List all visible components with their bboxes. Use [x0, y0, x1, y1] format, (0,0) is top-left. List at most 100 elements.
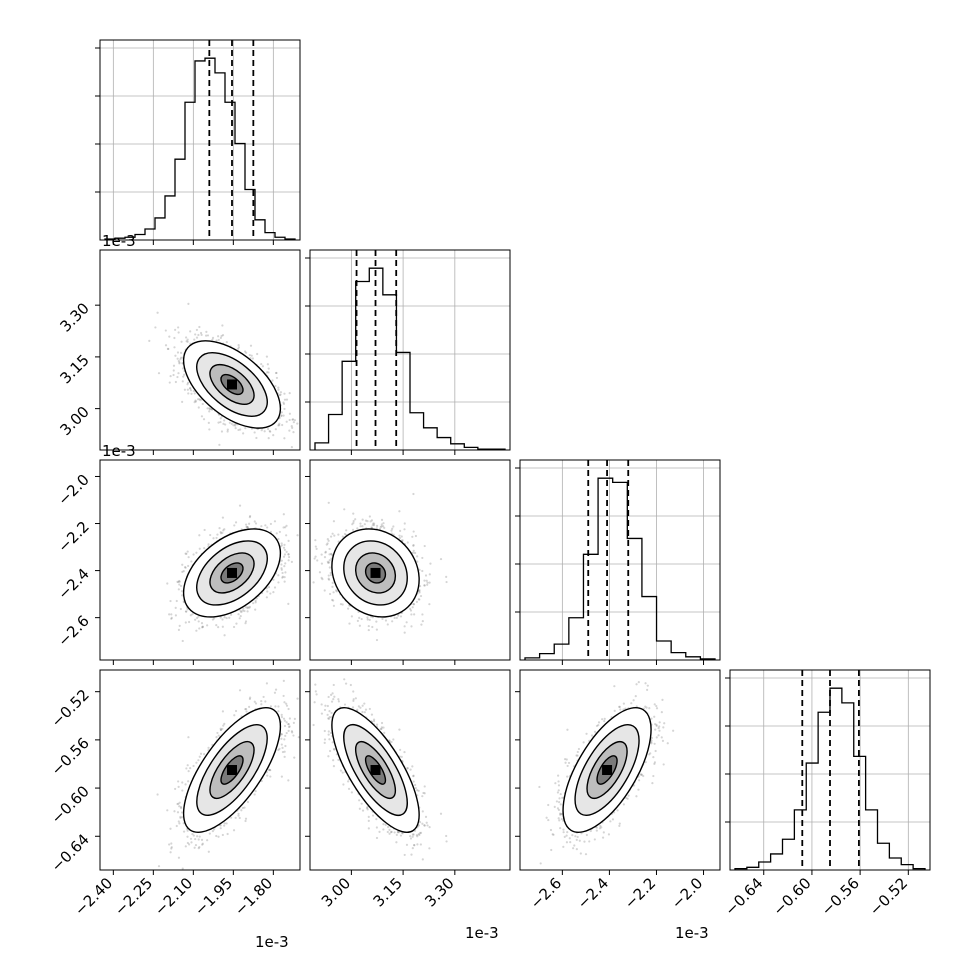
scatter-point [280, 450, 282, 452]
scatter-point [292, 421, 295, 424]
scatter-point [176, 357, 179, 360]
scatter-point [230, 422, 233, 425]
scatter-point [185, 552, 188, 555]
scatter-point [277, 537, 280, 541]
scatter-point [252, 602, 255, 605]
scatter-point [187, 556, 190, 559]
scatter-point [196, 616, 199, 620]
scatter-point [278, 422, 281, 425]
scatter-point [179, 584, 183, 588]
scatter-point [269, 430, 272, 433]
scatter-point [170, 617, 173, 620]
scatter-point [288, 412, 291, 415]
density-peak [227, 567, 237, 578]
scatter-point [195, 551, 198, 554]
scatter-point [184, 336, 188, 339]
scatter-point [237, 343, 240, 347]
scatter-point [211, 618, 214, 621]
scatter-point [197, 333, 200, 337]
scatter-point [285, 534, 288, 537]
scatter-point [218, 443, 221, 446]
scatter-point [265, 596, 268, 599]
scatter-point [177, 331, 180, 334]
scatter-point [280, 544, 284, 547]
scatter-point [301, 574, 303, 576]
scatter-point [184, 566, 187, 569]
scatter-point [300, 405, 302, 407]
scatter-point [176, 351, 180, 354]
scatter-point [219, 532, 223, 535]
scatter-point [296, 422, 299, 425]
scatter-point [400, 535, 403, 538]
scatter-point [211, 338, 214, 341]
scatter-point [267, 367, 270, 370]
scatter-point [194, 400, 198, 403]
scatter-point [201, 625, 204, 628]
scatter-point [192, 389, 195, 393]
scatter-point [220, 430, 224, 433]
scatter-points [312, 492, 448, 642]
scatter-point [205, 330, 208, 334]
scatter-point [284, 571, 287, 574]
scatter-point [208, 408, 211, 411]
scatter-point [215, 624, 218, 627]
scatter-point [292, 431, 295, 434]
scatter-point [233, 524, 236, 527]
scatter-point [238, 504, 242, 507]
scatter-point [226, 430, 229, 433]
scatter-point [268, 429, 271, 433]
scatter-point [296, 534, 299, 537]
scatter-point [223, 616, 226, 619]
scatter-point [178, 624, 181, 627]
scatter-point [245, 351, 248, 354]
scatter-point [250, 354, 253, 357]
scatter-point [314, 545, 317, 548]
scatter-point [287, 553, 290, 556]
scatter-point [281, 575, 285, 578]
scatter-point [242, 432, 245, 435]
scatter-point [244, 427, 247, 430]
scatter-point [288, 418, 291, 422]
scatter-point [174, 354, 177, 357]
scatter-point [195, 328, 199, 332]
scatter-point [282, 401, 285, 404]
scatter-point [260, 429, 263, 432]
scatter-point [283, 407, 286, 411]
scatter-point [275, 532, 278, 535]
scatter-point [368, 515, 371, 518]
scatter-point [423, 544, 426, 548]
scatter-point [288, 555, 291, 559]
scatter-point [193, 338, 196, 341]
scatter-point [220, 334, 223, 338]
scatter-point [254, 601, 257, 604]
scatter-point [178, 583, 181, 586]
scatter-point [398, 510, 401, 513]
scatter-point [283, 437, 286, 440]
scatter-point [249, 514, 252, 518]
scatter-point [190, 392, 193, 395]
scatter-point [217, 421, 220, 424]
scatter-point [173, 336, 176, 340]
scatter-point [180, 590, 184, 593]
scatter-point [272, 434, 275, 437]
scatter-point [187, 392, 190, 395]
scatter-point [177, 372, 180, 375]
scatter-point [248, 353, 251, 357]
scatter-point [211, 336, 215, 339]
scatter-point [272, 591, 275, 594]
scatter-point [283, 398, 287, 401]
scatter-point [253, 431, 256, 434]
scatter-point [277, 388, 280, 391]
scatter-point [281, 576, 284, 579]
scatter-point [148, 339, 151, 342]
scatter-point [173, 346, 176, 349]
scatter-point [283, 580, 286, 583]
scatter-point [206, 334, 210, 337]
scatter-point [320, 562, 324, 565]
scatter-point [237, 346, 241, 349]
scatter-point [330, 553, 333, 556]
axes-frame [99, 39, 301, 241]
scatter-point [238, 617, 241, 620]
scatter-point [208, 428, 211, 431]
